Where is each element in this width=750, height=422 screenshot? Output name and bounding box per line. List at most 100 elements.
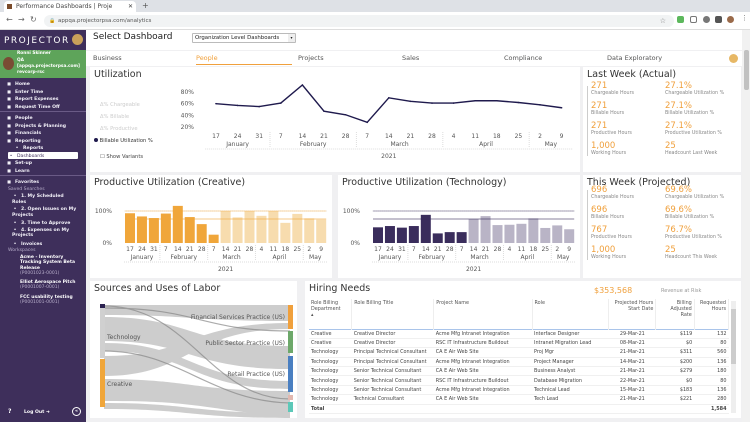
bar[interactable] [456, 232, 467, 243]
data-point[interactable] [431, 102, 433, 104]
workspace-item[interactable]: Elliot Aerospace Pitch (P0001007-0001) [20, 280, 82, 291]
tab-people[interactable]: People [196, 54, 218, 62]
table-row[interactable]: Technology Senior Technical Consultant Acm… [309, 385, 729, 396]
bar[interactable] [408, 226, 419, 243]
bar[interactable] [268, 211, 279, 243]
bar[interactable] [125, 213, 135, 243]
table-row[interactable]: Creative Creative Director Acme Mfg Intran… [309, 329, 729, 339]
column-header[interactable]: Requested Hours [694, 299, 730, 329]
bar[interactable] [384, 226, 395, 243]
data-point[interactable] [323, 110, 325, 113]
back-icon[interactable]: ← [6, 15, 13, 24]
data-point[interactable] [236, 104, 239, 107]
sidebar-item[interactable]: • 4. Expenses on My Projects [12, 227, 78, 239]
table-row[interactable]: Technology Senior Technical Consultant RSC… [309, 375, 729, 386]
forward-icon[interactable]: → [18, 15, 25, 24]
tab-sales[interactable]: Sales [402, 54, 420, 62]
bar[interactable] [160, 213, 171, 243]
browser-tab[interactable]: Performance Dashboards | Proje ✕ [4, 1, 136, 12]
extension-icon[interactable] [677, 16, 684, 23]
bar[interactable] [256, 215, 267, 243]
data-point[interactable] [344, 113, 347, 116]
column-header[interactable]: Billing Adjusted Rate [655, 299, 695, 329]
sidebar-item[interactable]: ■ Reporting [6, 137, 41, 144]
sidebar-item[interactable]: • Invoices [12, 240, 43, 247]
collapse-sidebar-icon[interactable]: « [72, 407, 81, 416]
bar[interactable] [564, 229, 575, 243]
bar[interactable] [196, 224, 207, 243]
bar[interactable] [420, 214, 431, 243]
bar[interactable] [468, 219, 479, 243]
sidebar-item[interactable]: ■ Financials [6, 129, 41, 136]
bar[interactable] [280, 222, 291, 243]
bar[interactable] [136, 216, 147, 243]
table-row[interactable]: Technology Senior Technical Consultant CA … [309, 366, 729, 377]
table-scrollbar[interactable] [731, 301, 736, 413]
bar[interactable] [292, 213, 303, 243]
new-tab-button[interactable]: + [142, 1, 149, 10]
column-header[interactable]: Project Name [433, 299, 533, 329]
tab-projects[interactable]: Projects [298, 54, 324, 62]
bar[interactable] [304, 218, 315, 243]
sidebar-item[interactable]: ■ Enter Time [6, 88, 43, 95]
bar[interactable] [396, 227, 407, 243]
bar[interactable] [172, 205, 183, 243]
show-variants-checkbox[interactable]: ☐ Show Variants [100, 154, 144, 160]
data-point[interactable] [496, 99, 498, 102]
sidebar-item[interactable]: ■ Report Expenses [6, 95, 58, 102]
column-header[interactable]: Role Billing Department ▴ [309, 299, 353, 329]
data-point[interactable] [560, 106, 563, 109]
sidebar-item[interactable]: ■ Learn [6, 167, 30, 174]
bar[interactable] [552, 225, 563, 243]
column-header[interactable]: Role [532, 299, 610, 329]
data-point[interactable] [388, 97, 390, 99]
sidebar-item[interactable]: • 3. Time to Approve [12, 219, 71, 226]
tab-data-exploratory[interactable]: Data Exploratory [607, 54, 663, 62]
bar[interactable] [540, 227, 551, 243]
bar[interactable] [220, 211, 231, 243]
legend-billable[interactable]: Δ% Billable [100, 114, 130, 120]
tab-compliance[interactable]: Compliance [504, 54, 543, 62]
puzzle-icon[interactable] [715, 16, 722, 23]
bar[interactable] [208, 234, 219, 243]
page-scrollbar[interactable] [742, 30, 750, 422]
table-row[interactable]: Creative Creative Director RSC IT Infrastr… [309, 338, 729, 349]
url-input[interactable]: 🔒 appqa.projectorpsa.com/analytics ☆ [44, 15, 674, 27]
legend-billable-utilization[interactable]: Billable Utilization % [94, 138, 153, 144]
help-icon[interactable]: ? [8, 408, 12, 415]
bar[interactable] [244, 211, 255, 243]
page-scrollbar-thumb[interactable] [744, 50, 749, 90]
sidebar-item[interactable]: • 1. My Scheduled Roles [12, 193, 78, 205]
profile-avatar[interactable] [727, 16, 734, 23]
data-point[interactable] [280, 102, 282, 104]
browser-menu-icon[interactable]: ⋮ [741, 14, 748, 22]
user-panel[interactable]: Ronni Skinner QA [appqa.projectorpsa.com… [0, 50, 86, 78]
sidebar-item[interactable]: ■ People [6, 114, 33, 121]
screenshot-icon[interactable] [690, 16, 697, 23]
bar[interactable] [444, 232, 455, 243]
sidebar-item[interactable]: ■ Request Time Off [6, 103, 60, 110]
bar[interactable] [316, 219, 327, 243]
data-point[interactable] [258, 105, 260, 108]
shield-extension-icon[interactable] [703, 16, 710, 23]
data-point[interactable] [409, 100, 412, 103]
column-header[interactable]: Role Billing Title [351, 299, 435, 329]
reload-icon[interactable]: ↻ [30, 15, 37, 24]
sidebar-item[interactable]: ■ Projects & Planning [6, 122, 66, 129]
table-row[interactable]: Technology Principal Technical Consultant… [309, 357, 729, 368]
table-row[interactable]: Technology Technical Consultant CA E Air W… [309, 394, 729, 405]
sidebar-item[interactable]: ■ Favorites [6, 178, 39, 185]
data-point[interactable] [301, 84, 304, 86]
bar[interactable] [516, 223, 527, 243]
dashboard-select[interactable]: Organization Level Dashboards ▾ [192, 33, 296, 43]
bar[interactable] [480, 216, 491, 243]
bar[interactable] [432, 233, 443, 243]
sidebar-item[interactable]: ■ Set-up [6, 159, 32, 166]
tab-business[interactable]: Business [93, 54, 122, 62]
logout-button[interactable]: Log Out ➜ [24, 410, 50, 415]
bar[interactable] [528, 218, 539, 243]
table-scrollbar-thumb[interactable] [731, 309, 736, 364]
data-point[interactable] [517, 101, 520, 104]
data-point[interactable] [539, 104, 541, 106]
data-point[interactable] [215, 102, 217, 105]
